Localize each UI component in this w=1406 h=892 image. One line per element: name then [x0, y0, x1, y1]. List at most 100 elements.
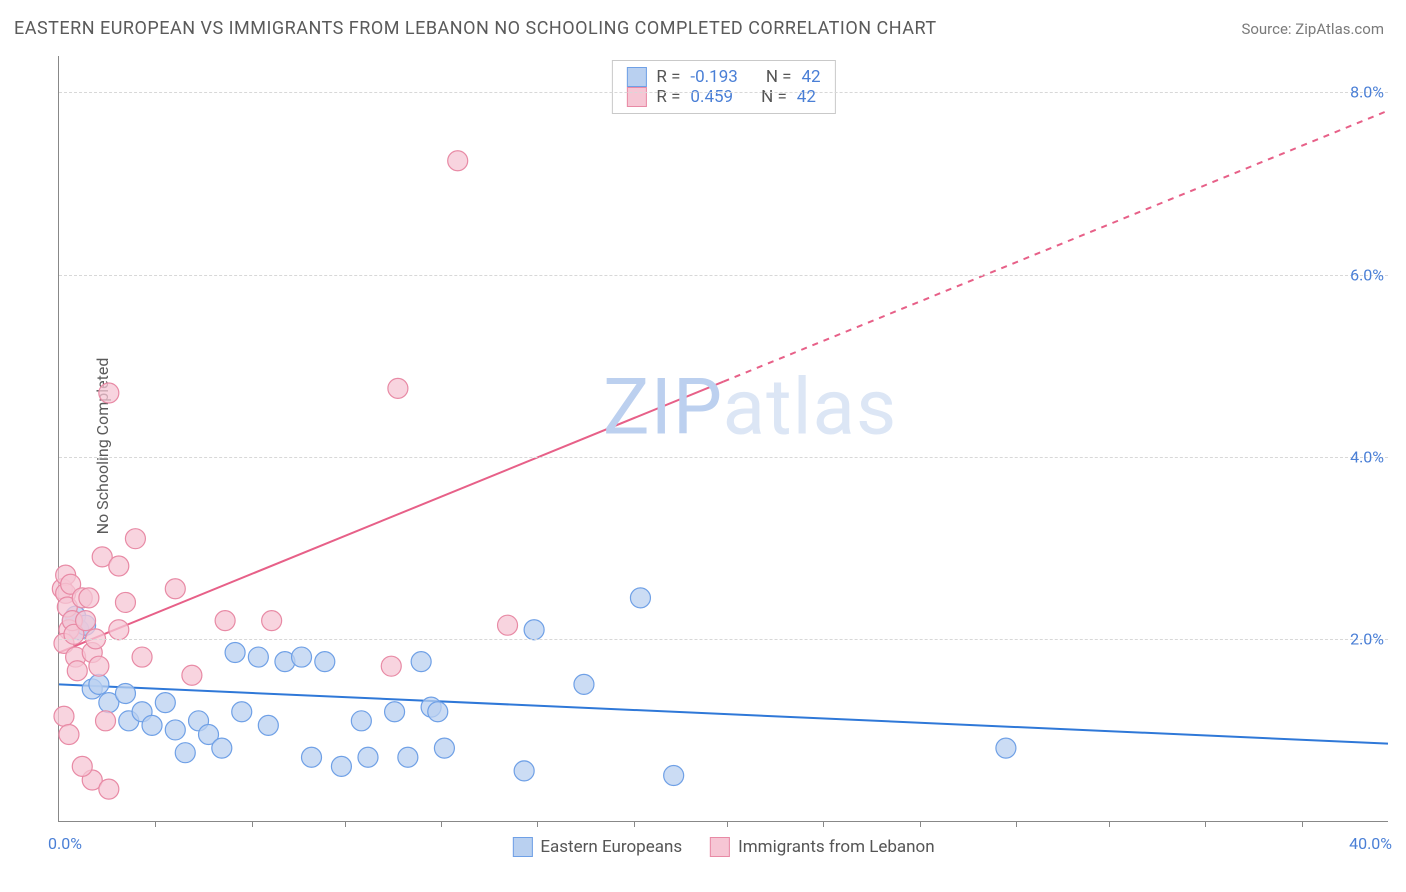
- legend-label: Immigrants from Lebanon: [738, 837, 935, 857]
- y-tick-label: 6.0%: [1350, 265, 1390, 284]
- legend-label: Eastern Europeans: [540, 837, 682, 857]
- data-point: [165, 720, 185, 740]
- data-point: [315, 652, 335, 672]
- r-label: R =: [656, 67, 680, 87]
- data-point: [99, 383, 119, 403]
- data-point: [96, 711, 116, 731]
- legend-stats-row: R = -0.193 N = 42: [626, 67, 820, 87]
- data-point: [109, 620, 129, 640]
- gridline: [59, 92, 1388, 93]
- data-point: [125, 529, 145, 549]
- data-point: [89, 674, 109, 694]
- legend-stats-row: R = 0.459 N = 42: [626, 87, 820, 107]
- plot-area: R = -0.193 N = 42 R = 0.459 N = 42 Easte…: [58, 56, 1388, 822]
- data-point: [258, 715, 278, 735]
- x-tick: [345, 821, 346, 827]
- data-point: [351, 711, 371, 731]
- data-point: [182, 665, 202, 685]
- x-tick: [1016, 821, 1017, 827]
- data-point: [72, 756, 92, 776]
- data-point: [79, 588, 99, 608]
- x-tick: [1302, 821, 1303, 827]
- data-point: [448, 151, 468, 171]
- x-tick: [155, 821, 156, 827]
- data-point: [292, 647, 312, 667]
- y-tick-label: 2.0%: [1350, 629, 1390, 648]
- source-value: ZipAtlas.com: [1295, 20, 1384, 38]
- n-label: N =: [761, 87, 787, 107]
- gridline: [59, 457, 1388, 458]
- data-point: [498, 615, 518, 635]
- r-value: 0.459: [690, 87, 733, 107]
- data-point: [212, 738, 232, 758]
- data-point: [524, 620, 544, 640]
- x-axis-end: 40.0%: [1349, 834, 1392, 853]
- legend-swatch-icon: [710, 837, 730, 857]
- trend-line: [59, 382, 724, 653]
- trend-line: [724, 111, 1389, 382]
- x-tick: [1205, 821, 1206, 827]
- legend-item: Eastern Europeans: [512, 837, 682, 857]
- r-value: -0.193: [690, 67, 737, 87]
- r-label: R =: [656, 87, 680, 107]
- gridline: [59, 275, 1388, 276]
- legend-item: Immigrants from Lebanon: [710, 837, 935, 857]
- data-point: [411, 652, 431, 672]
- data-point: [630, 588, 650, 608]
- data-point: [574, 674, 594, 694]
- y-tick-label: 8.0%: [1350, 83, 1390, 102]
- legend-series: Eastern Europeans Immigrants from Lebano…: [512, 837, 934, 857]
- data-point: [76, 611, 96, 631]
- legend-swatch-icon: [626, 67, 646, 87]
- y-tick-label: 4.0%: [1350, 447, 1390, 466]
- legend-swatch-icon: [512, 837, 532, 857]
- plot-svg: [59, 56, 1388, 821]
- data-point: [99, 779, 119, 799]
- data-point: [434, 738, 454, 758]
- data-point: [514, 761, 534, 781]
- x-tick: [537, 821, 538, 827]
- data-point: [302, 747, 322, 767]
- data-point: [381, 656, 401, 676]
- data-point: [115, 592, 135, 612]
- data-point: [248, 647, 268, 667]
- x-axis-start: 0.0%: [48, 834, 82, 853]
- x-tick: [252, 821, 253, 827]
- data-point: [358, 747, 378, 767]
- data-point: [215, 611, 235, 631]
- data-point: [54, 706, 74, 726]
- data-point: [225, 643, 245, 663]
- x-tick: [823, 821, 824, 827]
- source-credit: Source: ZipAtlas.com: [1241, 20, 1384, 38]
- trend-line: [59, 684, 1388, 743]
- x-tick: [727, 821, 728, 827]
- n-value: 42: [797, 87, 816, 107]
- data-point: [232, 702, 252, 722]
- data-point: [89, 656, 109, 676]
- data-point: [109, 556, 129, 576]
- data-point: [165, 579, 185, 599]
- data-point: [142, 715, 162, 735]
- data-point: [388, 378, 408, 398]
- source-label: Source:: [1241, 20, 1291, 38]
- x-tick: [634, 821, 635, 827]
- x-tick: [920, 821, 921, 827]
- n-label: N =: [766, 67, 792, 87]
- n-value: 42: [802, 67, 821, 87]
- gridline: [59, 639, 1388, 640]
- data-point: [132, 647, 152, 667]
- legend-swatch-icon: [626, 87, 646, 107]
- data-point: [331, 756, 351, 776]
- data-point: [115, 684, 135, 704]
- data-point: [155, 693, 175, 713]
- data-point: [398, 747, 418, 767]
- data-point: [385, 702, 405, 722]
- data-point: [664, 765, 684, 785]
- legend-stats: R = -0.193 N = 42 R = 0.459 N = 42: [611, 60, 835, 114]
- data-point: [175, 743, 195, 763]
- data-point: [428, 702, 448, 722]
- data-point: [262, 611, 282, 631]
- data-point: [996, 738, 1016, 758]
- x-tick: [441, 821, 442, 827]
- chart-title: EASTERN EUROPEAN VS IMMIGRANTS FROM LEBA…: [14, 18, 937, 39]
